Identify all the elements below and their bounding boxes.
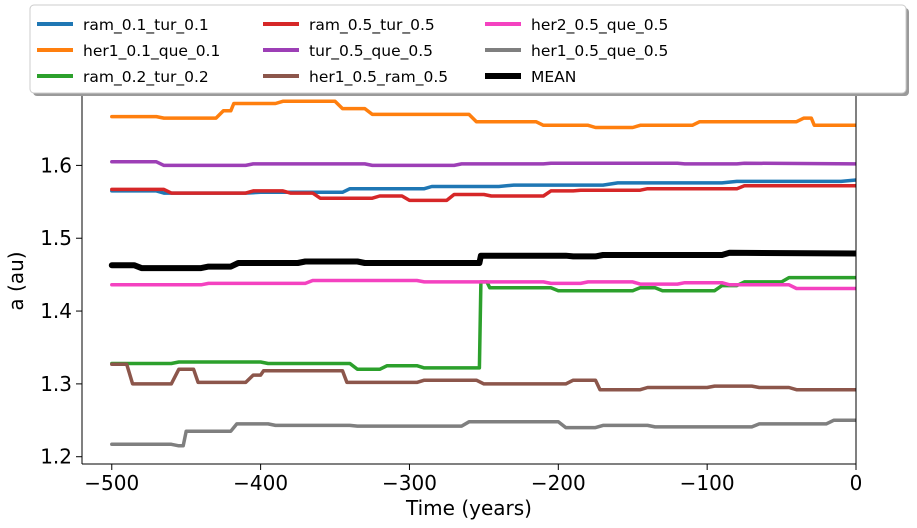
- x-tick-label: −200: [531, 471, 586, 495]
- legend: ram_0.1_tur_0.1 her1_0.1_que_0.1 ram_0.2_t…: [29, 4, 909, 96]
- legend-label-MEAN: MEAN: [531, 68, 576, 86]
- y-tick-label: 1.4: [40, 299, 72, 323]
- axes-layer: −500 −400 −300 −200 −100 0 1.2 1.3 1.4 1.5 1.6: [40, 78, 862, 495]
- legend-label-her2_0.5_que_0.5: her2_0.5_que_0.5: [531, 16, 668, 35]
- legend-label-ram_0.1_tur_0.1: ram_0.1_tur_0.1: [83, 16, 209, 35]
- x-tick-label: −300: [382, 471, 437, 495]
- series-line-her1_0.5_ram_0.5: [110, 362, 856, 392]
- legend-label-her1_0.5_ram_0.5: her1_0.5_ram_0.5: [309, 68, 448, 87]
- series-line-MEAN: [108, 249, 856, 272]
- x-tick-label: −400: [233, 471, 288, 495]
- series-line-tur_0.5_que_0.5: [110, 160, 856, 168]
- series-line-her1_0.5_que_0.5: [110, 418, 856, 448]
- y-tick-label: 1.2: [40, 445, 72, 469]
- legend-label-her1_0.5_que_0.5: her1_0.5_que_0.5: [531, 42, 668, 61]
- y-tick-label: 1.5: [40, 226, 72, 250]
- series-line-her2_0.5_que_0.5: [110, 278, 856, 291]
- series-layer: [108, 99, 856, 448]
- legend-label-tur_0.5_que_0.5: tur_0.5_que_0.5: [309, 42, 433, 61]
- y-tick-label: 1.3: [40, 372, 72, 396]
- x-tick-label: −100: [680, 471, 735, 495]
- legend-label-ram_0.2_tur_0.2: ram_0.2_tur_0.2: [83, 68, 209, 87]
- x-tick-label: −500: [84, 471, 139, 495]
- x-axis-label: Time (years): [405, 496, 532, 520]
- legend-box: [29, 4, 907, 94]
- legend-label-her1_0.1_que_0.1: her1_0.1_que_0.1: [83, 42, 220, 61]
- series-line-ram_0.5_tur_0.5: [110, 184, 856, 203]
- y-axis-label: a (au): [4, 251, 28, 310]
- series-line-ram_0.2_tur_0.2: [110, 275, 856, 372]
- series-line-her1_0.1_que_0.1: [110, 99, 856, 130]
- x-tick-label: 0: [850, 471, 863, 495]
- y-tick-label: 1.6: [40, 153, 72, 177]
- legend-label-ram_0.5_tur_0.5: ram_0.5_tur_0.5: [309, 16, 435, 35]
